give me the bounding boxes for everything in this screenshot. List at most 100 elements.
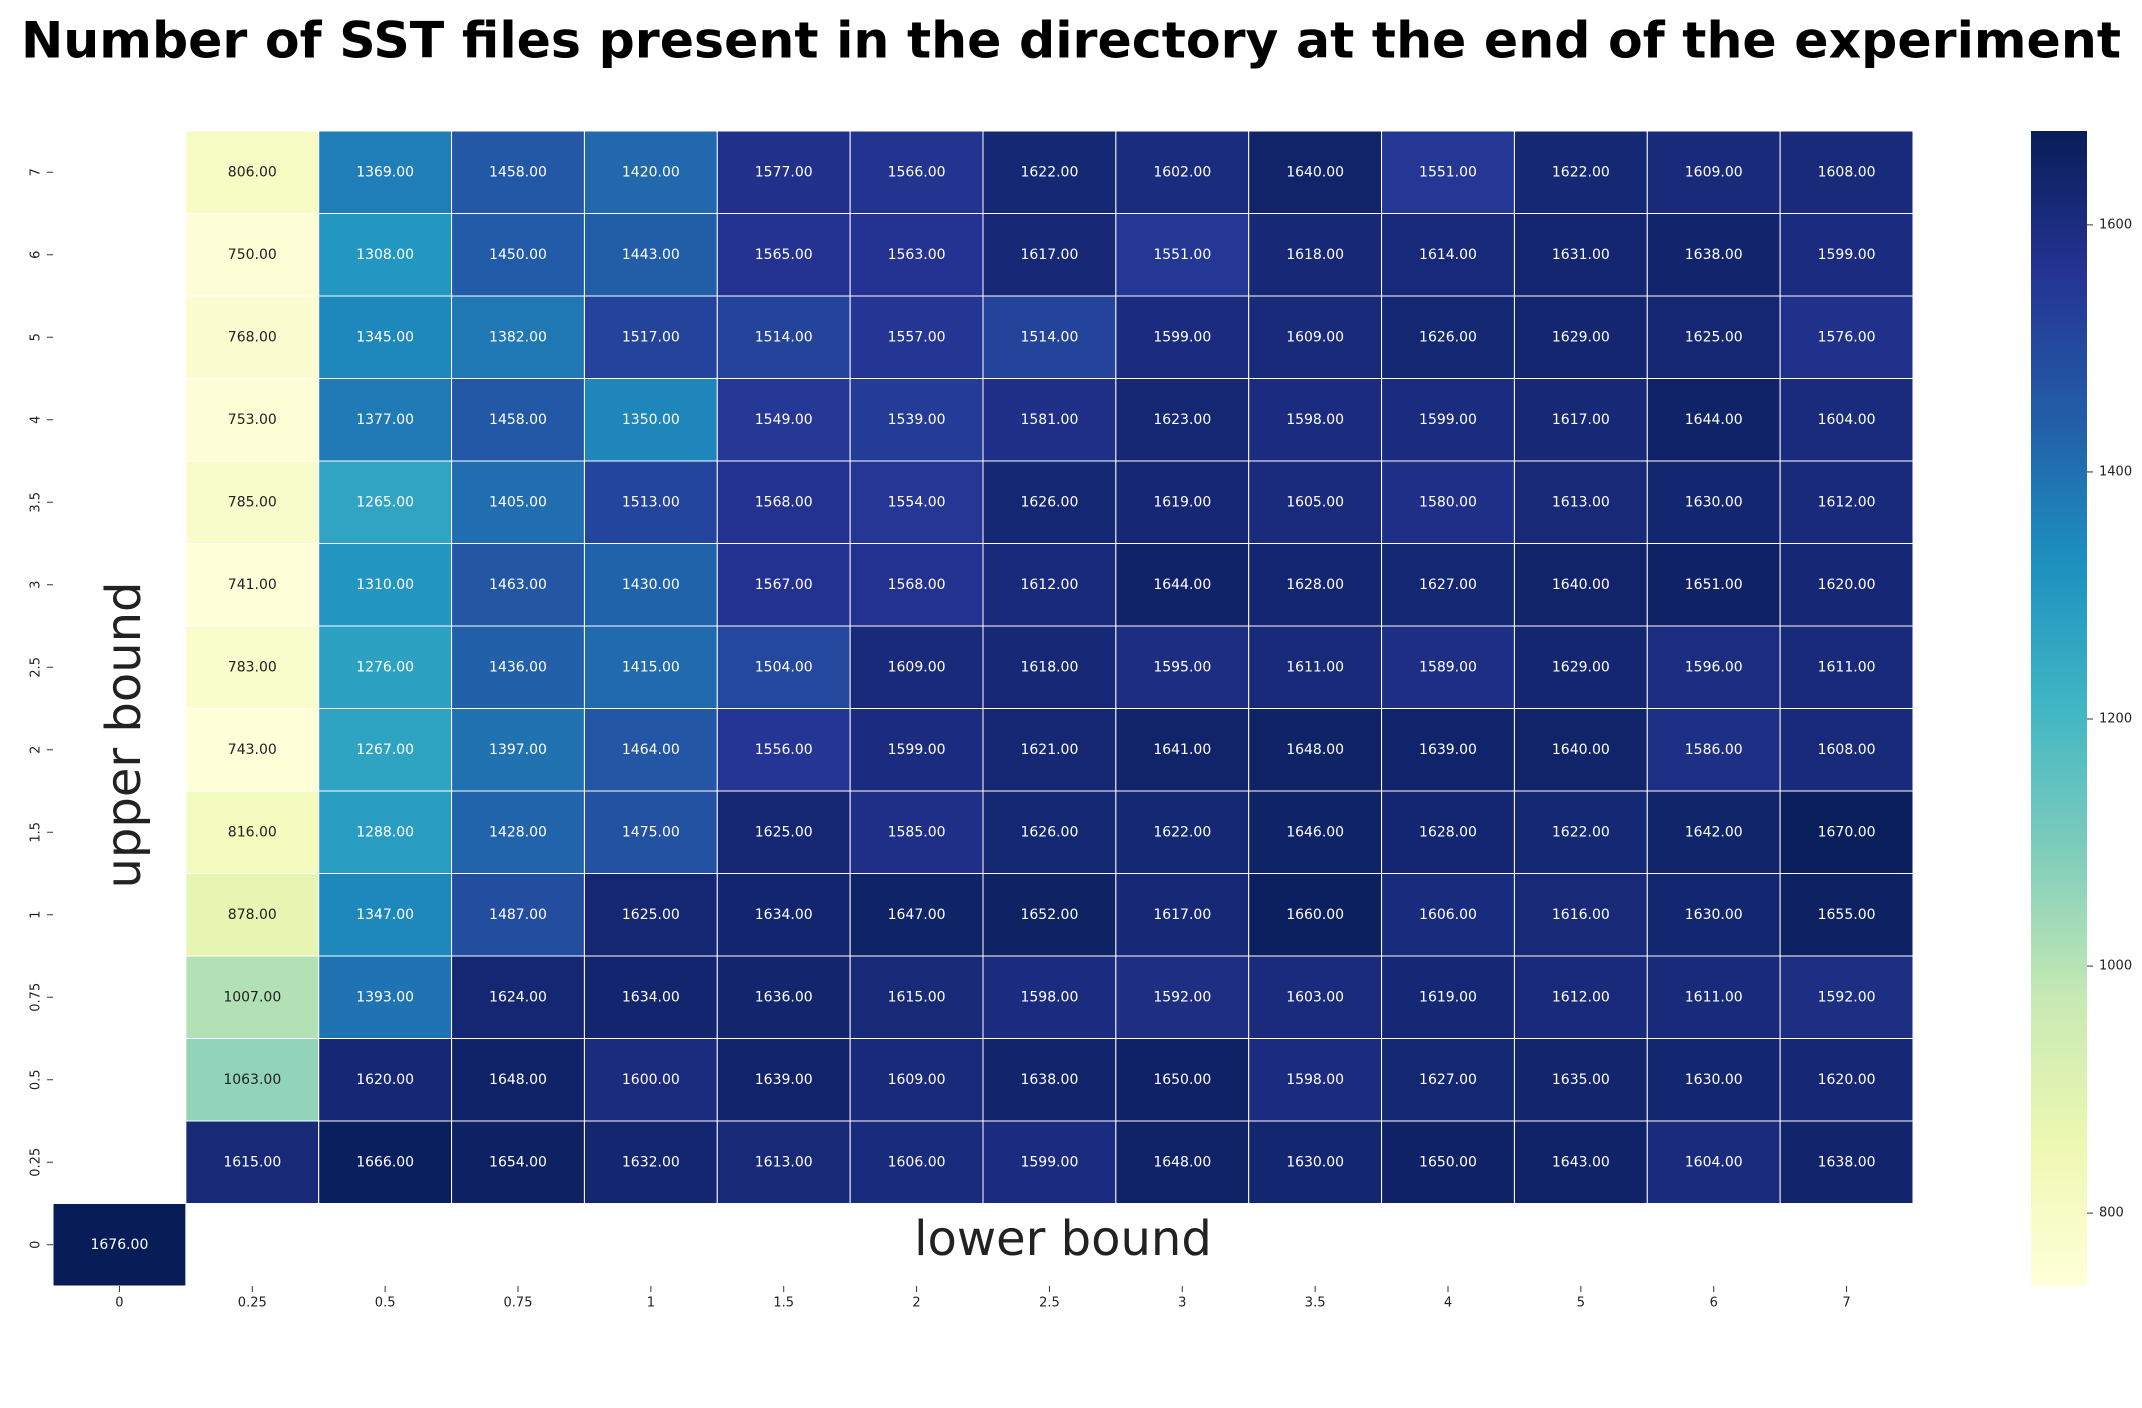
cell-label: 1634.00	[622, 989, 680, 1005]
cell-label: 1654.00	[489, 1154, 547, 1170]
heatmap-cell	[318, 873, 453, 957]
cell-label: 1626.00	[1020, 824, 1078, 840]
heatmap-cell	[1779, 213, 1914, 297]
x-tick-label: 7	[1842, 1296, 1850, 1311]
cell-label: 1606.00	[1419, 907, 1477, 923]
cell-label: 1345.00	[356, 329, 414, 345]
cell-label: 1513.00	[622, 494, 680, 510]
cell-label: 1517.00	[622, 329, 680, 345]
cell-label: 1651.00	[1685, 577, 1743, 593]
heatmap-cell	[583, 625, 718, 709]
heatmap-cell	[1115, 873, 1250, 957]
heatmap-cell	[451, 460, 585, 544]
heatmap-cell	[318, 790, 453, 874]
cell-label: 1609.00	[1685, 164, 1743, 180]
cell-label: 1617.00	[1020, 247, 1078, 263]
cell-label: 1604.00	[1685, 1154, 1743, 1170]
cell-label: 1621.00	[1020, 742, 1078, 758]
cell-label: 1619.00	[1153, 494, 1211, 510]
heatmap-cell	[318, 1038, 453, 1122]
cell-label: 1436.00	[489, 659, 547, 675]
cell-label: 1614.00	[1419, 247, 1477, 263]
heatmap-cell	[185, 295, 320, 379]
cell-label: 1609.00	[888, 659, 946, 675]
x-tick-label: 1.5	[773, 1296, 794, 1311]
heatmap-cell	[1381, 213, 1515, 297]
cell-label: 1652.00	[1020, 907, 1078, 923]
cell-label: 1599.00	[888, 742, 946, 758]
cell-label: 1623.00	[1153, 412, 1211, 428]
heatmap-cell	[185, 460, 320, 544]
cell-label: 1430.00	[622, 577, 680, 593]
heatmap-cell	[1513, 955, 1648, 1039]
cell-label: 1648.00	[489, 1072, 547, 1088]
heatmap-cell	[849, 1120, 984, 1204]
heatmap-cell	[716, 1038, 851, 1122]
x-tick-label: 4	[1444, 1296, 1452, 1311]
colorbar-tick-label: 1000	[2099, 959, 2132, 974]
cell-label: 1514.00	[1020, 329, 1078, 345]
colorbar-tick-label: 800	[2099, 1206, 2124, 1221]
cell-label: 1643.00	[1552, 1154, 1610, 1170]
cell-label: 1310.00	[356, 577, 414, 593]
cell-label: 1265.00	[356, 494, 414, 510]
heatmap-cell	[1115, 378, 1250, 462]
heatmap-cell	[1646, 1038, 1781, 1122]
cell-label: 1554.00	[888, 494, 946, 510]
y-tick-label: 2	[29, 746, 44, 754]
heatmap-cell	[716, 1120, 851, 1204]
cell-label: 1631.00	[1552, 247, 1610, 263]
y-tick-label: 3.5	[29, 492, 44, 513]
cell-label: 1644.00	[1685, 412, 1743, 428]
cell-label: 1580.00	[1419, 494, 1477, 510]
y-tick-label: 4	[29, 416, 44, 424]
cell-label: 1613.00	[1552, 494, 1610, 510]
cell-label: 1450.00	[489, 247, 547, 263]
heatmap-cell	[451, 790, 585, 874]
cell-label: 1617.00	[1153, 907, 1211, 923]
heatmap-cell	[583, 955, 718, 1039]
cell-label: 1635.00	[1552, 1072, 1610, 1088]
heatmap-cell	[1513, 543, 1648, 627]
heatmap-cell	[982, 625, 1117, 709]
heatmap-cell	[1248, 213, 1383, 297]
cell-label: 1556.00	[755, 742, 813, 758]
cell-label: 1666.00	[356, 1154, 414, 1170]
cell-label: 1267.00	[356, 742, 414, 758]
heatmap-cell	[1248, 708, 1383, 792]
cell-label: 1638.00	[1818, 1154, 1876, 1170]
heatmap-cell	[1646, 378, 1781, 462]
x-tick-label: 0	[115, 1296, 123, 1311]
cell-label: 1648.00	[1286, 742, 1344, 758]
y-tick-label: 1	[29, 911, 44, 919]
cell-label: 1405.00	[489, 494, 547, 510]
cell-label: 1007.00	[223, 989, 281, 1005]
heatmap-cell	[1115, 213, 1250, 297]
heatmap-cell	[849, 1038, 984, 1122]
colorbar	[2031, 131, 2087, 1286]
heatmap-cell	[982, 873, 1117, 957]
cell-label: 785.00	[228, 494, 277, 510]
heatmap-cell	[1779, 708, 1914, 792]
heatmap-cell	[716, 213, 851, 297]
heatmap-cell	[1779, 955, 1914, 1039]
heatmap-cell	[1646, 708, 1781, 792]
cell-label: 1638.00	[1020, 1072, 1078, 1088]
cell-label: 1647.00	[888, 907, 946, 923]
heatmap-cell	[1513, 1038, 1648, 1122]
heatmap-cell	[1248, 1038, 1383, 1122]
heatmap-cell	[1646, 213, 1781, 297]
cell-label: 1676.00	[90, 1237, 148, 1253]
heatmap-cell	[185, 955, 320, 1039]
colorbar-tick-label: 1600	[2099, 217, 2132, 232]
heatmap-cell	[583, 543, 718, 627]
heatmap-cell	[1381, 460, 1515, 544]
cell-label: 1347.00	[356, 907, 414, 923]
cell-label: 1463.00	[489, 577, 547, 593]
cell-label: 1382.00	[489, 329, 547, 345]
x-tick-label: 1	[647, 1296, 655, 1311]
cell-label: 1600.00	[622, 1072, 680, 1088]
heatmap-cell	[1779, 625, 1914, 709]
cell-label: 1641.00	[1153, 742, 1211, 758]
cell-label: 1620.00	[1818, 577, 1876, 593]
